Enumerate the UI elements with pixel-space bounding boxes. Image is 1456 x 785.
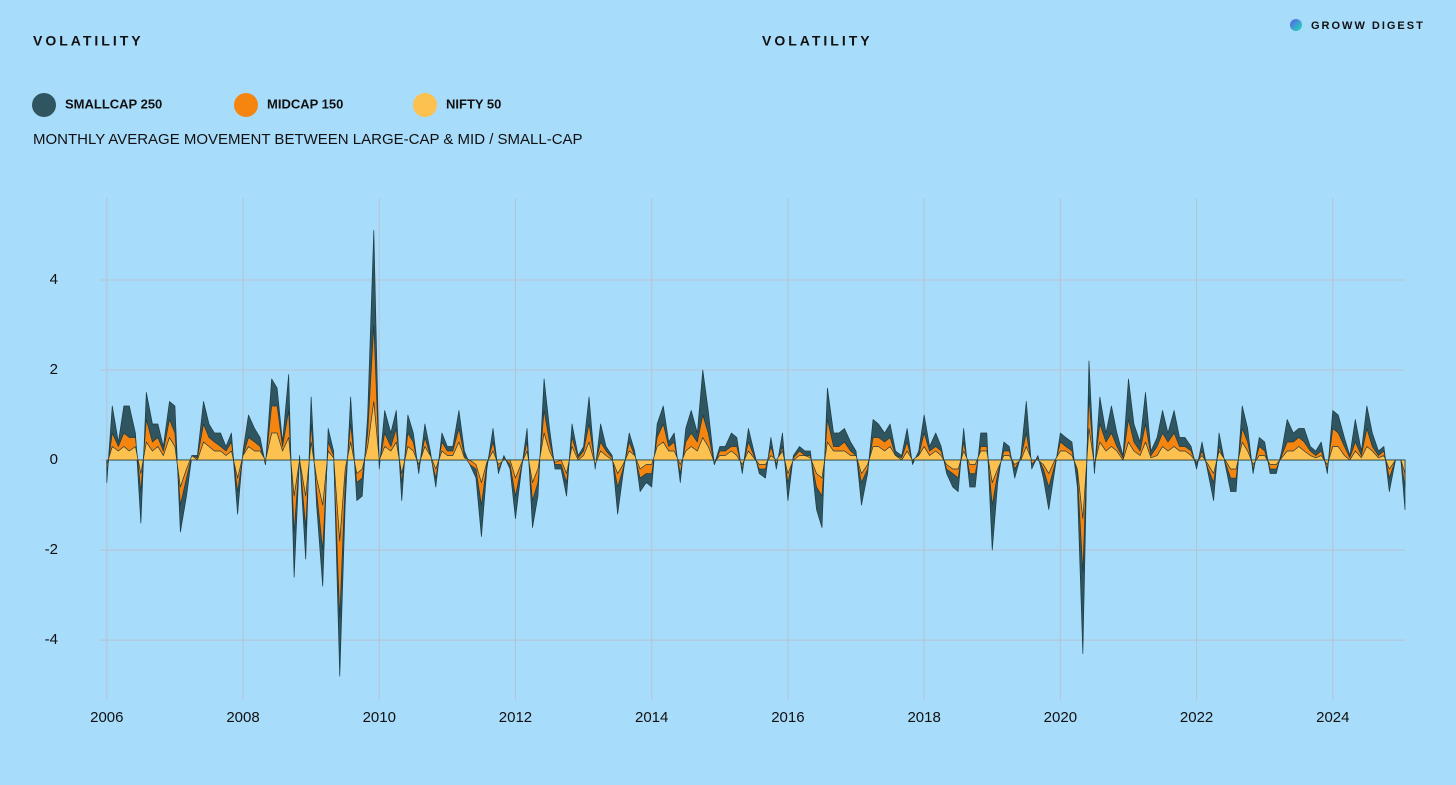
y-tick-label: -2 <box>45 541 58 558</box>
legend-swatch <box>32 93 56 117</box>
x-tick-label: 2006 <box>90 709 123 726</box>
x-tick-label: 2014 <box>635 709 668 726</box>
subtitle: MONTHLY AVERAGE MOVEMENT BETWEEN LARGE-C… <box>33 131 583 148</box>
x-tick-label: 2022 <box>1180 709 1213 726</box>
chart-title: VOLATILITY <box>762 33 873 49</box>
x-tick-label: 2024 <box>1316 709 1349 726</box>
legend-label: SMALLCAP 250 <box>65 96 162 111</box>
legend-label: MIDCAP 150 <box>267 96 343 111</box>
brand: GROWW DIGEST <box>1311 20 1425 32</box>
x-tick-label: 2018 <box>907 709 940 726</box>
legend-label: NIFTY 50 <box>446 96 501 111</box>
x-tick-label: 2016 <box>771 709 804 726</box>
header: VOLATILITY <box>33 33 144 49</box>
x-tick-label: 2012 <box>499 709 532 726</box>
y-tick-label: -4 <box>45 631 58 648</box>
area-nifty <box>106 401 1406 542</box>
x-tick-label: 2020 <box>1044 709 1077 726</box>
y-tick-label: 2 <box>50 361 58 378</box>
x-tick-label: 2008 <box>226 709 259 726</box>
y-tick-label: 4 <box>50 271 58 288</box>
legend-swatch <box>413 93 437 117</box>
legend-swatch <box>234 93 258 117</box>
brand-logo <box>1290 19 1302 31</box>
y-tick-label: 0 <box>50 451 58 468</box>
x-tick-label: 2010 <box>363 709 396 726</box>
